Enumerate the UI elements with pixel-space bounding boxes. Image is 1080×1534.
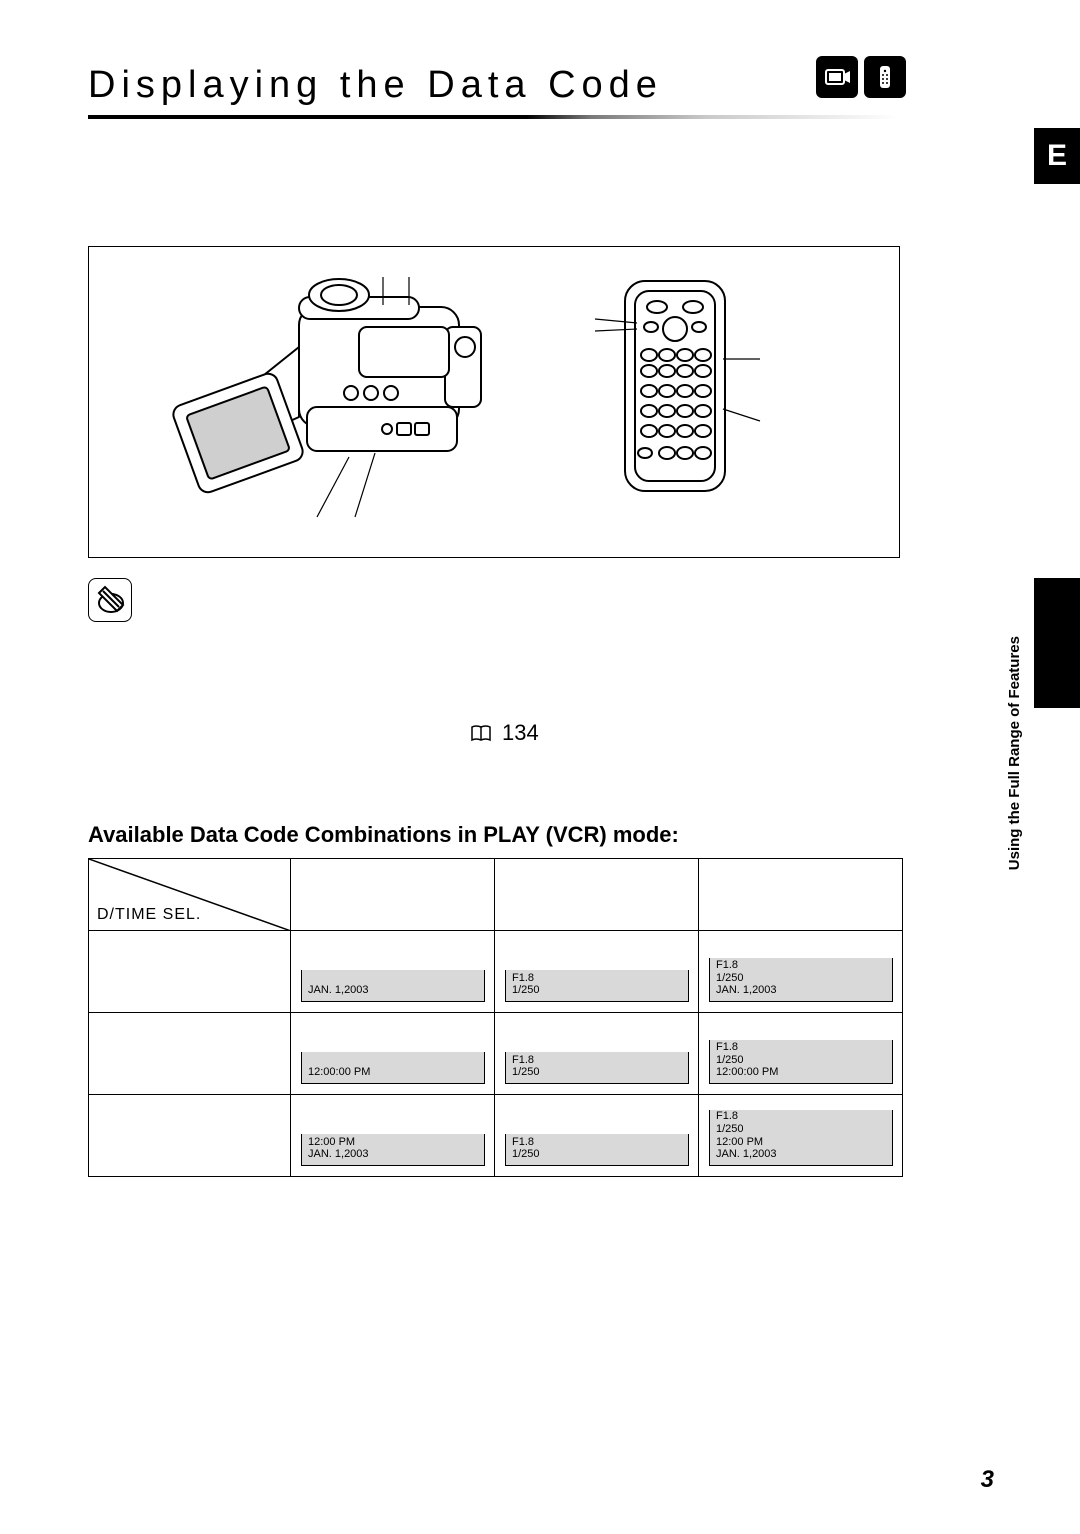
table-cell: 12:00:00 PM	[291, 1013, 495, 1095]
section-tab-label: Using the Full Range of Features	[1005, 636, 1025, 870]
book-icon	[470, 724, 492, 742]
remote-illustration	[565, 271, 785, 531]
table-cell: F1.81/25012:00 PMJAN. 1,2003	[699, 1095, 903, 1177]
row-header	[89, 1095, 291, 1177]
title-region: Displaying the Data Code	[88, 64, 900, 119]
screen-text: F1.81/250	[512, 1136, 540, 1161]
camcorder-illustration	[149, 257, 489, 547]
page-reference: 134	[470, 720, 539, 746]
screen-text: F1.81/250JAN. 1,2003	[716, 959, 777, 997]
screen-text: F1.81/250	[512, 1054, 540, 1079]
page-reference-number: 134	[502, 720, 539, 746]
illustration-box	[88, 246, 900, 558]
language-tab: E	[1034, 128, 1080, 184]
remote-mode-icon	[864, 56, 906, 98]
table-cell: F1.81/250	[495, 1095, 699, 1177]
column-header	[291, 859, 495, 931]
screen-text: 12:00 PMJAN. 1,2003	[308, 1136, 369, 1161]
screen-text: F1.81/25012:00 PMJAN. 1,2003	[716, 1110, 777, 1161]
column-header	[495, 859, 699, 931]
table-heading: Available Data Code Combinations in PLAY…	[88, 822, 679, 848]
table-cell: F1.81/250	[495, 1013, 699, 1095]
screen-text: F1.81/25012:00:00 PM	[716, 1041, 778, 1079]
screen-text: JAN. 1,2003	[308, 984, 369, 997]
note-icon	[88, 578, 132, 622]
camcorder-mode-icon	[816, 56, 858, 98]
page-title: Displaying the Data Code	[88, 64, 900, 107]
table-corner-cell: D/TIME SEL.	[89, 859, 291, 931]
screen-text: F1.81/250	[512, 972, 540, 997]
section-tab	[1034, 578, 1080, 708]
page: Displaying the Data Code E	[0, 0, 1080, 1534]
header-icons	[816, 56, 906, 98]
row-header	[89, 1013, 291, 1095]
page-number: 3	[981, 1466, 994, 1494]
data-code-table: D/TIME SEL. JAN. 1,2003 F1.81/250 F1.81/…	[88, 858, 903, 1177]
table-cell: F1.81/250JAN. 1,2003	[699, 931, 903, 1013]
corner-label: D/TIME SEL.	[97, 906, 201, 924]
table-cell: JAN. 1,2003	[291, 931, 495, 1013]
screen-text: 12:00:00 PM	[308, 1066, 370, 1079]
title-rule	[88, 115, 900, 119]
row-header	[89, 931, 291, 1013]
table-cell: 12:00 PMJAN. 1,2003	[291, 1095, 495, 1177]
table-cell: F1.81/25012:00:00 PM	[699, 1013, 903, 1095]
table-cell: F1.81/250	[495, 931, 699, 1013]
column-header	[699, 859, 903, 931]
